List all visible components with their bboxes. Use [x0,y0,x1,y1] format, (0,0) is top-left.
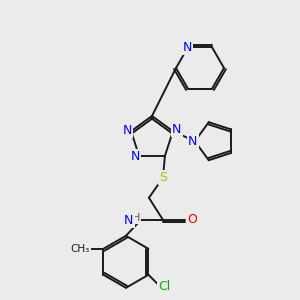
Text: N: N [130,150,140,163]
Text: N: N [172,123,182,136]
Text: CH₃: CH₃ [71,244,90,254]
Text: N: N [124,214,134,227]
Text: O: O [187,213,197,226]
Text: N: N [188,135,198,148]
Text: N: N [122,124,132,137]
Text: H: H [132,213,140,223]
Text: Cl: Cl [158,280,171,293]
Text: S: S [159,171,167,184]
Text: N: N [182,41,192,54]
